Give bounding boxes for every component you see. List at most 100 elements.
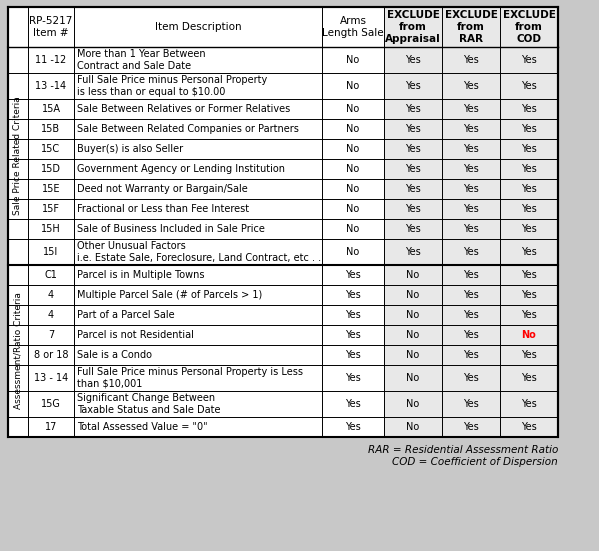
Text: Parcel is in Multiple Towns: Parcel is in Multiple Towns [77,270,204,280]
Text: Full Sale Price minus Personal Property is Less
than $10,001: Full Sale Price minus Personal Property … [77,367,303,389]
Text: Sale of Business Included in Sale Price: Sale of Business Included in Sale Price [77,224,265,234]
Text: Buyer(s) is also Seller: Buyer(s) is also Seller [77,144,183,154]
Text: 15C: 15C [41,144,60,154]
Text: Yes: Yes [521,224,537,234]
Text: Yes: Yes [521,422,537,432]
Text: Parcel is not Residential: Parcel is not Residential [77,330,194,340]
Text: Yes: Yes [463,224,479,234]
Text: No: No [346,81,359,91]
Text: Yes: Yes [345,350,361,360]
Text: 15E: 15E [42,184,60,194]
Text: 4: 4 [48,290,54,300]
Text: 17: 17 [45,422,57,432]
Text: RAR = Residential Assessment Ratio: RAR = Residential Assessment Ratio [368,445,558,455]
Text: Significant Change Between
Taxable Status and Sale Date: Significant Change Between Taxable Statu… [77,393,220,415]
Text: Deed not Warranty or Bargain/Sale: Deed not Warranty or Bargain/Sale [77,184,248,194]
Text: Part of a Parcel Sale: Part of a Parcel Sale [77,310,175,320]
Text: No: No [406,290,420,300]
Text: Yes: Yes [345,330,361,340]
Text: No: No [346,55,359,65]
Text: Fractional or Less than Fee Interest: Fractional or Less than Fee Interest [77,204,249,214]
Text: No: No [346,164,359,174]
Text: Multiple Parcel Sale (# of Parcels > 1): Multiple Parcel Sale (# of Parcels > 1) [77,290,262,300]
Text: Yes: Yes [405,144,421,154]
Text: No: No [522,330,536,340]
Text: Yes: Yes [345,373,361,383]
Bar [8,7,558,437]
Text: Other Unusual Factors
i.e. Estate Sale, Foreclosure, Land Contract, etc . .: Other Unusual Factors i.e. Estate Sale, … [77,241,321,263]
Text: Yes: Yes [463,422,479,432]
Text: Yes: Yes [405,247,421,257]
Text: 15A: 15A [41,104,60,114]
Text: 8 or 18: 8 or 18 [34,350,68,360]
Text: Yes: Yes [405,124,421,134]
Text: Yes: Yes [521,204,537,214]
Text: Yes: Yes [463,81,479,91]
Text: No: No [346,184,359,194]
Text: Yes: Yes [405,184,421,194]
Text: C1: C1 [44,270,58,280]
Text: Yes: Yes [345,422,361,432]
Text: Sale Between Related Companies or Partners: Sale Between Related Companies or Partne… [77,124,299,134]
Text: Yes: Yes [405,81,421,91]
Text: 15F: 15F [42,204,60,214]
Text: Yes: Yes [521,164,537,174]
Text: Sale Price Related Criteria: Sale Price Related Criteria [14,96,23,215]
Text: Yes: Yes [521,81,537,91]
Text: No: No [406,350,420,360]
Text: Yes: Yes [463,399,479,409]
Text: Full Sale Price minus Personal Property
is less than or equal to $10.00: Full Sale Price minus Personal Property … [77,75,267,97]
Text: Yes: Yes [521,124,537,134]
Text: No: No [406,422,420,432]
Text: Yes: Yes [345,270,361,280]
Text: Yes: Yes [521,247,537,257]
Text: Yes: Yes [405,55,421,65]
Text: Yes: Yes [521,310,537,320]
Text: Yes: Yes [345,310,361,320]
Text: 11 -12: 11 -12 [35,55,66,65]
Text: Yes: Yes [405,104,421,114]
Text: Yes: Yes [463,270,479,280]
Text: Yes: Yes [521,55,537,65]
Text: Yes: Yes [405,224,421,234]
Text: Assessment/Ratio Criteria: Assessment/Ratio Criteria [14,293,23,409]
Text: COD = Coefficient of Dispersion: COD = Coefficient of Dispersion [392,457,558,467]
Text: 15G: 15G [41,399,61,409]
Text: Yes: Yes [521,144,537,154]
Text: Government Agency or Lending Institution: Government Agency or Lending Institution [77,164,285,174]
Text: No: No [406,330,420,340]
Text: Item Description: Item Description [155,22,241,32]
Text: EXCLUDE
from
Appraisal: EXCLUDE from Appraisal [385,10,441,44]
Text: No: No [346,247,359,257]
Text: Yes: Yes [463,104,479,114]
Text: Yes: Yes [405,164,421,174]
Text: Yes: Yes [463,247,479,257]
Text: Yes: Yes [521,399,537,409]
Text: RP-5217
Item #: RP-5217 Item # [29,16,72,38]
Text: No: No [346,204,359,214]
Text: 13 -14: 13 -14 [35,81,66,91]
Text: Yes: Yes [521,184,537,194]
Text: More than 1 Year Between
Contract and Sale Date: More than 1 Year Between Contract and Sa… [77,49,205,71]
Text: Yes: Yes [521,270,537,280]
Text: Yes: Yes [463,290,479,300]
Text: 13 - 14: 13 - 14 [34,373,68,383]
Text: Yes: Yes [463,373,479,383]
Text: Yes: Yes [521,290,537,300]
Text: Yes: Yes [521,350,537,360]
Text: No: No [406,373,420,383]
Text: EXCLUDE
from
COD: EXCLUDE from COD [503,10,555,44]
Text: 4: 4 [48,310,54,320]
Text: No: No [346,224,359,234]
Text: Sale Between Relatives or Former Relatives: Sale Between Relatives or Former Relativ… [77,104,291,114]
Text: Yes: Yes [463,124,479,134]
Text: Yes: Yes [345,290,361,300]
Text: Yes: Yes [521,104,537,114]
Text: No: No [406,399,420,409]
Text: Yes: Yes [521,373,537,383]
Text: EXCLUDE
from
RAR: EXCLUDE from RAR [444,10,497,44]
Text: No: No [346,124,359,134]
Text: Yes: Yes [463,350,479,360]
Text: Total Assessed Value = "0": Total Assessed Value = "0" [77,422,208,432]
Text: Sale is a Condo: Sale is a Condo [77,350,152,360]
